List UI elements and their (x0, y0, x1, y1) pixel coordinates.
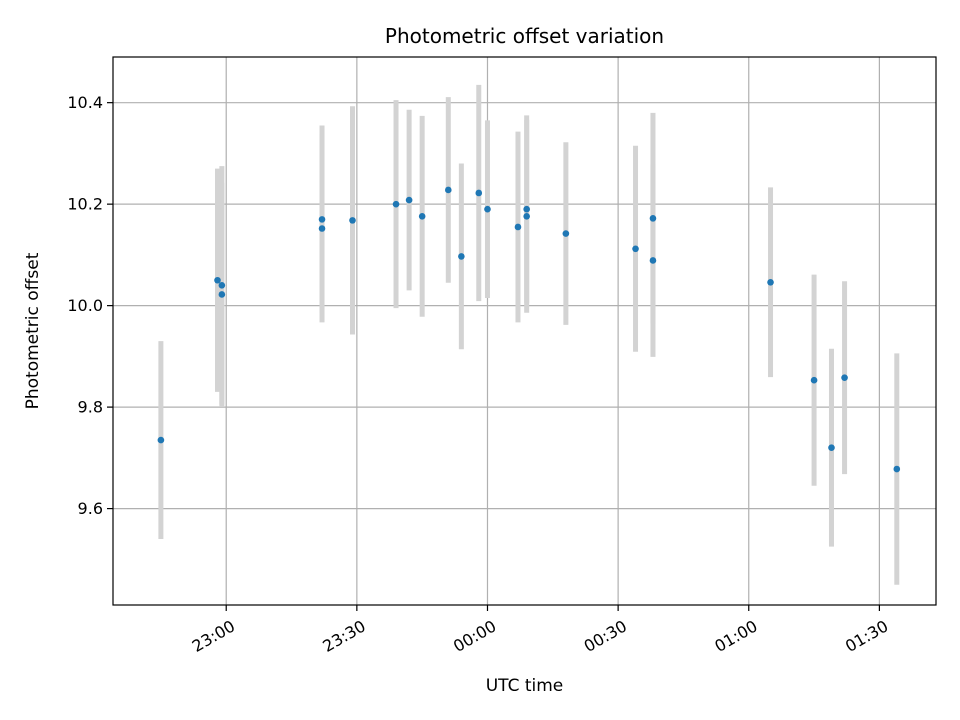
y-axis-label: Photometric offset (23, 252, 43, 409)
data-point (475, 189, 483, 197)
data-point (218, 291, 226, 298)
error-bars (158, 84, 900, 585)
data-point (632, 245, 639, 253)
data-point (649, 257, 657, 264)
data-point (841, 374, 848, 381)
y-tick-label: 10.2 (67, 195, 103, 214)
y-tick-label: 9.8 (78, 398, 103, 417)
data-point (523, 205, 530, 213)
x-axis-label: UTC time (486, 676, 564, 696)
chart-title: Photometric offset variation (385, 24, 664, 48)
data-point (893, 465, 901, 473)
x-tick-label: 23:00 (189, 616, 238, 656)
x-tick-label: 00:30 (581, 616, 630, 656)
data-point (484, 205, 491, 213)
data-point (392, 200, 400, 208)
data-point (828, 444, 835, 452)
data-point (649, 215, 657, 222)
x-tick-label: 01:30 (842, 616, 891, 656)
data-point (458, 253, 465, 260)
data-point (218, 282, 226, 289)
data-point (514, 223, 522, 231)
data-point (444, 186, 452, 194)
x-tick-label: 23:30 (319, 616, 368, 656)
y-tick-label: 9.6 (78, 499, 103, 518)
data-point (767, 278, 774, 286)
y-tick-label: 10.0 (67, 296, 103, 315)
data-point (562, 230, 570, 237)
data-point (157, 436, 165, 444)
plot-frame (112, 56, 937, 606)
data-point (318, 216, 326, 223)
data-point (318, 225, 326, 232)
data-point (405, 196, 413, 204)
data-point (418, 213, 426, 220)
x-tick-label: 00:00 (450, 616, 499, 656)
data-point (810, 376, 818, 384)
y-tick-label: 10.4 (67, 93, 103, 112)
x-tick-label: 01:00 (711, 616, 760, 656)
data-point (214, 276, 221, 284)
data-points (157, 186, 901, 473)
data-point (523, 213, 530, 220)
data-point (349, 217, 356, 224)
